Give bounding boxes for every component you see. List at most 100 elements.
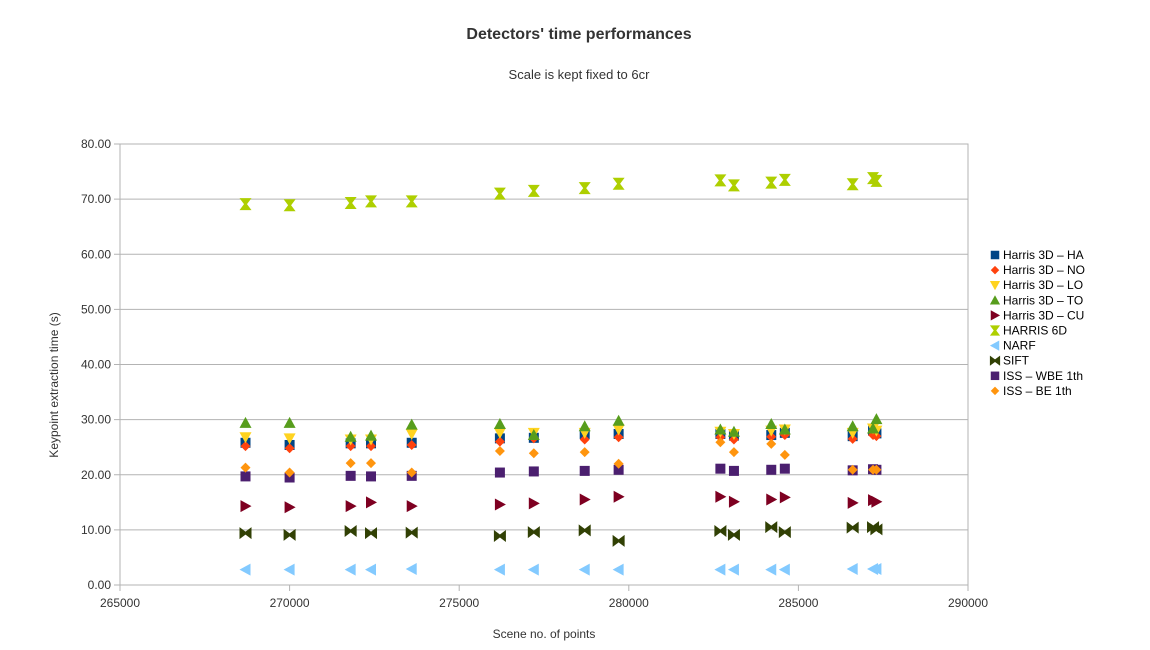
legend-marker [990, 250, 1000, 260]
legend-item: Harris 3D – LO [989, 278, 1083, 292]
legend-item: HARRIS 6D [989, 324, 1067, 338]
legend-marker [990, 310, 1001, 321]
data-point [728, 495, 740, 508]
data-point [613, 458, 624, 469]
data-point [870, 413, 883, 425]
data-point [527, 563, 539, 576]
data-point [765, 563, 777, 576]
series-9 [240, 437, 882, 478]
data-point [494, 436, 505, 447]
data-point [728, 465, 739, 476]
data-point [727, 563, 739, 576]
data-point [714, 174, 727, 187]
data-point [366, 471, 377, 482]
data-point [493, 418, 506, 430]
data-point [283, 416, 296, 428]
data-point [405, 195, 418, 208]
legend-item: Harris 3D – HA [990, 248, 1084, 262]
data-point [765, 521, 778, 534]
data-point [240, 441, 251, 452]
data-point [406, 467, 417, 478]
legend-label: Harris 3D – CU [1003, 308, 1084, 322]
data-point [613, 432, 624, 443]
data-point [345, 458, 356, 469]
data-point [612, 563, 624, 576]
data-point [779, 491, 791, 504]
y-tick-label: 70.00 [81, 192, 111, 206]
data-point [283, 199, 296, 212]
data-point [766, 464, 777, 475]
data-point [727, 528, 740, 541]
series-5 [239, 172, 883, 212]
data-point [365, 429, 378, 441]
data-point [728, 447, 739, 458]
data-point [494, 467, 505, 478]
data-point [715, 437, 726, 448]
y-tick-label: 50.00 [81, 302, 111, 316]
legend-item: NARF [989, 339, 1036, 353]
data-point [870, 174, 883, 187]
data-point [527, 429, 540, 441]
data-point [847, 496, 859, 509]
data-point [612, 534, 625, 547]
data-point [493, 563, 505, 576]
y-axis-title: Keypoint extraction time (s) [47, 312, 61, 457]
data-point [366, 496, 378, 509]
legend-label: Harris 3D – HA [1003, 248, 1084, 262]
data-point [579, 447, 590, 458]
data-point [846, 178, 859, 191]
data-point [715, 490, 727, 503]
legend-marker [989, 355, 1001, 366]
series-4 [240, 490, 883, 514]
data-point [779, 463, 790, 474]
legend-label: NARF [1003, 339, 1036, 353]
legend-marker [990, 386, 1000, 396]
data-points [239, 172, 883, 576]
legend-marker [989, 280, 1001, 291]
series-8 [240, 463, 882, 483]
data-point [766, 493, 778, 506]
data-point [715, 463, 726, 474]
data-point [527, 526, 540, 539]
x-axis-title: Scene no. of points [493, 627, 596, 641]
data-point [579, 493, 591, 506]
data-point [493, 427, 506, 439]
data-point [345, 500, 357, 513]
data-point [779, 449, 790, 460]
legend-label: SIFT [1003, 354, 1030, 368]
legend-marker [989, 325, 1001, 336]
legend-marker [990, 265, 1000, 275]
data-point [714, 563, 726, 576]
data-point [284, 467, 295, 478]
data-point [283, 563, 295, 576]
data-point [365, 563, 377, 576]
legend-marker [989, 340, 1000, 351]
legend-label: ISS – BE 1th [1003, 384, 1072, 398]
axis-ticks: 0.00 10.00 20.00 30.00 40.00 50.00 60.00 70.00 8… [81, 137, 988, 610]
y-tick-label: 30.00 [81, 413, 111, 427]
data-point [284, 501, 296, 514]
data-point [846, 521, 859, 534]
data-point [778, 423, 791, 435]
data-point [284, 443, 295, 454]
data-point [778, 173, 791, 186]
legend-item: Harris 3D – TO [989, 293, 1083, 307]
data-point [366, 458, 377, 469]
data-point [493, 187, 506, 200]
data-point [612, 414, 625, 426]
legend-item: SIFT [989, 354, 1030, 368]
data-point [366, 441, 377, 452]
data-point [345, 470, 356, 481]
data-point [365, 527, 378, 540]
legend-marker [989, 295, 1001, 305]
data-point [727, 425, 740, 437]
data-point [405, 418, 418, 430]
data-point [765, 176, 778, 189]
data-point [344, 563, 356, 576]
legend-label: HARRIS 6D [1003, 324, 1067, 338]
data-point [406, 500, 418, 513]
data-point [239, 563, 251, 576]
data-point [765, 418, 778, 430]
